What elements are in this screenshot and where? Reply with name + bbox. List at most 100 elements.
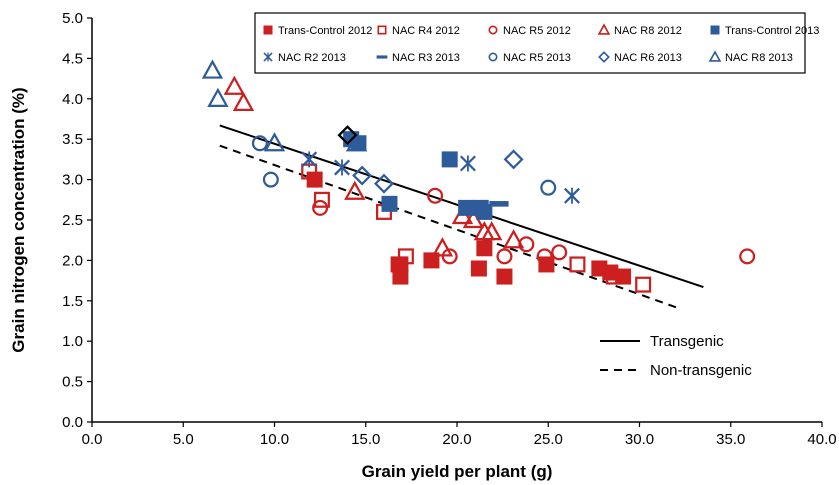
data-point xyxy=(397,248,414,265)
data-point xyxy=(313,191,330,208)
legend-marker xyxy=(708,50,722,62)
legend-label: Trans-Control 2012 xyxy=(278,25,372,37)
data-point xyxy=(502,229,525,249)
series-group xyxy=(223,75,525,257)
data-point xyxy=(739,248,756,265)
series-group xyxy=(337,125,524,194)
x-tick-label: 10.0 xyxy=(260,431,289,448)
y-tick-label: 0.5 xyxy=(62,374,83,391)
y-tick-label: 0.0 xyxy=(62,414,83,431)
trend-line xyxy=(219,144,677,309)
x-tick-label: 30.0 xyxy=(625,431,654,448)
data-point xyxy=(496,268,513,285)
data-point xyxy=(431,237,454,257)
data-point xyxy=(615,268,632,285)
series-group xyxy=(337,125,358,146)
data-point xyxy=(635,276,652,293)
legend-label: Trans-Control 2013 xyxy=(725,25,819,37)
series-group xyxy=(201,59,368,152)
legend-box xyxy=(254,12,806,74)
legend-label: NAC R2 2013 xyxy=(278,52,346,64)
data-point xyxy=(392,256,409,273)
data-point xyxy=(536,248,553,265)
series-group xyxy=(343,131,493,220)
data-point xyxy=(458,199,475,216)
legend-marker xyxy=(598,51,610,63)
data-point xyxy=(263,132,286,152)
y-tick-label: 1.5 xyxy=(62,293,83,310)
x-tick-label: 5.0 xyxy=(173,431,194,448)
y-tick-label: 5.0 xyxy=(62,10,83,27)
data-point xyxy=(312,199,329,216)
data-point xyxy=(232,91,255,111)
data-point xyxy=(306,171,323,188)
legend-marker xyxy=(488,52,498,62)
legend-label: NAC R8 2012 xyxy=(614,25,682,37)
legend-marker xyxy=(263,25,273,35)
x-axis-title: Grain yield per plant (g) xyxy=(362,462,553,481)
data-point xyxy=(503,149,524,170)
data-point xyxy=(381,195,398,212)
data-point xyxy=(207,87,229,107)
legend-label: NAC R5 2013 xyxy=(503,52,571,64)
data-point xyxy=(201,59,224,79)
y-tick-label: 4.5 xyxy=(62,50,83,67)
legend-label: NAC R5 2012 xyxy=(503,25,571,37)
y-tick-label: 4.0 xyxy=(62,91,83,108)
x-tick-label: 40.0 xyxy=(807,431,836,448)
data-point xyxy=(480,221,503,241)
data-point xyxy=(334,159,351,176)
data-point xyxy=(223,75,246,95)
data-point xyxy=(470,260,487,277)
data-point xyxy=(344,180,366,200)
data-point xyxy=(337,125,358,146)
x-tick-label: 35.0 xyxy=(716,431,745,448)
y-tick-label: 2.0 xyxy=(62,252,83,269)
legend-marker xyxy=(377,25,387,35)
x-tick-label: 0.0 xyxy=(82,431,103,448)
data-point xyxy=(476,203,493,220)
legend-label: NAC R8 2013 xyxy=(725,52,793,64)
y-axis-title: Grain nitrogen concentration (%) xyxy=(9,87,28,352)
data-point xyxy=(569,256,586,273)
x-tick-label: 15.0 xyxy=(351,431,380,448)
data-point xyxy=(392,268,409,285)
data-point xyxy=(540,179,557,196)
data-point xyxy=(459,155,476,172)
axes: 0.0 5.0 10.0 15.0 20.0 25.0 30.0 35.0 40.0 0.0 0.5… xyxy=(62,10,836,448)
series-group xyxy=(306,171,632,285)
y-tick-label: 1.0 xyxy=(62,333,83,350)
x-tick-label: 20.0 xyxy=(442,431,471,448)
y-tick-label: 2.5 xyxy=(62,212,83,229)
y-tick-label: 3.0 xyxy=(62,172,83,189)
x-tick-label: 25.0 xyxy=(534,431,563,448)
data-point xyxy=(352,165,373,186)
trend-legend-label: Transgenic xyxy=(650,333,724,350)
series-group xyxy=(312,187,756,265)
data-point xyxy=(262,171,279,188)
data-point xyxy=(563,187,580,204)
legend-label: NAC R6 2013 xyxy=(614,52,682,64)
data-point xyxy=(345,132,368,152)
trend-legend: Transgenic Non-transgenic xyxy=(600,333,752,379)
data-points xyxy=(201,59,756,293)
legend-marker xyxy=(710,25,720,35)
legend-marker xyxy=(376,55,388,59)
data-point xyxy=(251,135,268,152)
y-tick-label: 3.5 xyxy=(62,131,83,148)
legend-marker xyxy=(597,23,611,35)
data-point xyxy=(427,187,444,204)
data-point xyxy=(441,151,458,168)
data-point xyxy=(301,151,318,168)
series-group xyxy=(489,201,509,207)
data-point xyxy=(374,173,394,194)
series-legend: Trans-Control 2012 NAC R4 2012 NAC R5 2012… xyxy=(254,12,819,74)
data-point xyxy=(476,240,493,257)
legend-label: NAC R4 2012 xyxy=(392,25,460,37)
data-point xyxy=(551,244,568,261)
series-group xyxy=(301,151,580,204)
trend-legend-label: Non-transgenic xyxy=(650,362,752,379)
series-group xyxy=(251,135,557,196)
legend-marker xyxy=(488,25,498,35)
